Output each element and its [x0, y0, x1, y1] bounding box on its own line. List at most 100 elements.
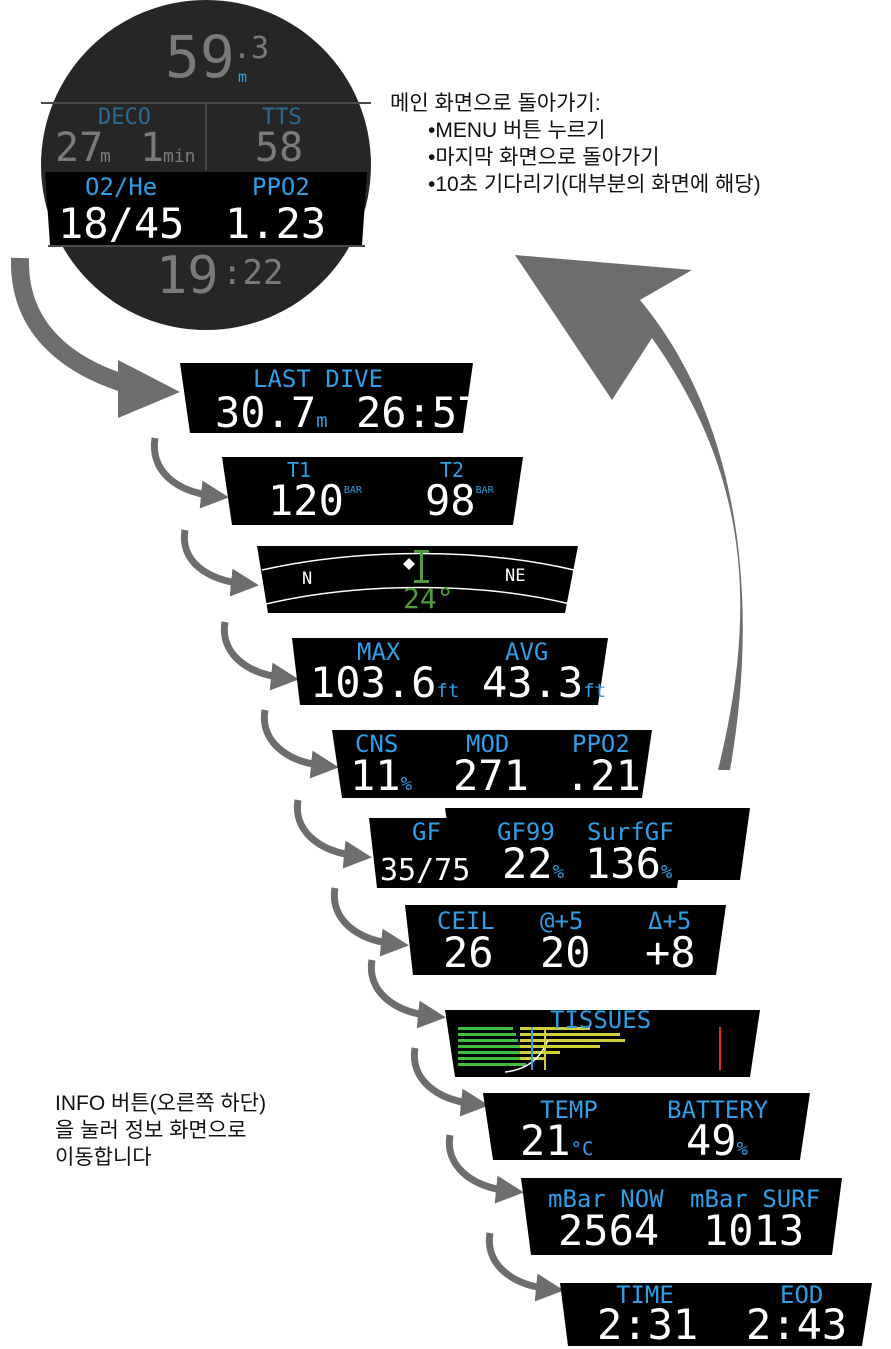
avg-unit: ft	[583, 680, 607, 702]
arrow-3	[180, 529, 259, 597]
ppo2-value: 1.23	[225, 199, 327, 248]
mod-value: 271	[453, 751, 529, 800]
panel-tissues	[445, 808, 750, 880]
tts-value: 58	[255, 125, 304, 171]
gf-label: GF	[412, 818, 441, 846]
instructions-item-3: •10초 기다리기(대부분의 화면에 해당)	[428, 173, 761, 196]
arrow-10	[445, 1134, 524, 1204]
main-dial-graphics	[41, 0, 371, 330]
mbar-surf-value: 1013	[703, 1206, 805, 1255]
cns-label: CNS	[355, 730, 399, 758]
at5-value: 20	[540, 928, 591, 977]
info-note-line-3: 이동합니다	[55, 1146, 152, 1169]
cns-value: 11%	[350, 751, 413, 800]
panel-temp	[483, 1093, 810, 1160]
time-value: 2:31	[597, 1300, 699, 1349]
arrow-9	[410, 1047, 489, 1117]
gas-label: O2/He	[85, 173, 158, 201]
gf-value: 35/75	[380, 853, 471, 888]
eod-label: EOD	[780, 1281, 824, 1309]
avg-label: AVG	[505, 638, 549, 666]
t2-value: 98BAR	[425, 476, 494, 525]
temp-unit: °C	[570, 1138, 594, 1160]
t1-label: T1	[287, 458, 312, 482]
at5-label: @+5	[540, 907, 584, 935]
arrow-6	[293, 799, 372, 869]
instructions: 메인 화면으로 돌아가기: •MENU 버튼 누르기 •마지막 화면으로 돌아가…	[390, 90, 761, 198]
time-label: TIME	[616, 1281, 674, 1309]
panel-times	[560, 1283, 872, 1346]
compass-right: NE	[505, 566, 526, 586]
t2-unit: BAR	[475, 485, 494, 496]
cns-unit: %	[400, 773, 413, 795]
temp-label: TEMP	[540, 1096, 598, 1124]
arrow-11	[485, 1232, 564, 1302]
info-note: INFO 버튼(오른쪽 하단) 을 눌러 정보 화면으로 이동합니다	[55, 1090, 266, 1171]
arrow-2	[150, 437, 229, 509]
gas-value: 18/45	[58, 199, 185, 248]
gf99-unit: %	[552, 861, 565, 883]
arrow-to-last-dive	[10, 257, 143, 397]
mod-label: MOD	[466, 730, 510, 758]
arrow-4	[220, 621, 299, 691]
time-hours: 19	[156, 246, 219, 306]
compass-left: N	[302, 569, 313, 589]
surfgf-unit: %	[660, 861, 673, 883]
info-note-line-1: INFO 버튼(오른쪽 하단)	[55, 1092, 267, 1115]
instructions-item-1: •MENU 버튼 누르기	[428, 119, 606, 142]
depth-main: 59	[165, 23, 235, 91]
t1-value: 120BAR	[268, 476, 362, 525]
d5-label: Δ+5	[648, 907, 692, 935]
mbar-surf-label: mBar SURF	[690, 1185, 821, 1213]
temp-value: 21°C	[520, 1116, 594, 1165]
ceil-value: 26	[443, 928, 494, 977]
avg-value: 43.3ft	[482, 658, 607, 707]
gf99-value: 22%	[502, 839, 565, 888]
arrow-7	[330, 887, 409, 957]
deco-depth: 27	[55, 125, 104, 171]
instructions-title: 메인 화면으로 돌아가기:	[390, 92, 601, 115]
eod-value: 2:43	[746, 1300, 848, 1349]
deco-depth-unit: m	[100, 146, 111, 167]
time-minutes: :22	[222, 253, 284, 293]
oxy-ppo2-label: PPO2	[572, 730, 630, 758]
t1-unit: BAR	[343, 485, 362, 496]
max-label: MAX	[357, 638, 401, 666]
ceil-label: CEIL	[437, 907, 495, 935]
max-value: 103.6ft	[310, 658, 460, 707]
panel-tanks	[222, 457, 523, 525]
arrow-5	[260, 709, 339, 779]
depth-decimal: .3	[233, 31, 270, 66]
return-arrow	[515, 255, 743, 770]
instructions-item-2: •마지막 화면으로 돌아가기	[428, 146, 660, 169]
compass-heading: 24°	[403, 582, 454, 615]
surfgf-value: 136%	[585, 839, 673, 888]
oxy-ppo2-value: .21	[565, 751, 641, 800]
mbar-now-value: 2564	[558, 1206, 660, 1255]
arrow-8	[367, 959, 446, 1029]
last-dive-label: LAST DIVE	[253, 365, 384, 393]
depth-unit: m	[238, 68, 248, 86]
mbar-now-label: mBar NOW	[548, 1185, 664, 1213]
ppo2-label: PPO2	[252, 173, 310, 201]
deco-time-unit: min	[163, 146, 196, 167]
panel-ceiling	[405, 905, 726, 975]
deco-label: DECO	[98, 105, 151, 130]
battery-label: BATTERY	[667, 1096, 769, 1124]
t2-label: T2	[440, 458, 465, 482]
battery-unit: %	[736, 1138, 749, 1160]
tts-label: TTS	[262, 105, 302, 130]
last-dive-depth: 30.7m	[215, 388, 328, 437]
tissues-label: TISSUES	[550, 1006, 652, 1034]
deco-time: 1	[140, 125, 165, 171]
max-unit: ft	[436, 680, 460, 702]
panel-oxygen	[332, 730, 652, 798]
gf99-label: GF99	[497, 818, 555, 846]
battery-value: 49%	[686, 1116, 749, 1165]
last-dive-depth-unit: m	[316, 410, 328, 432]
last-dive-time: 26:57	[356, 388, 483, 437]
info-note-line-2: 을 눌러 정보 화면으로	[55, 1119, 247, 1142]
panel-last-dive	[180, 363, 473, 433]
panel-depth-stats	[292, 638, 608, 705]
surfgf-label: SurfGF	[587, 818, 674, 846]
